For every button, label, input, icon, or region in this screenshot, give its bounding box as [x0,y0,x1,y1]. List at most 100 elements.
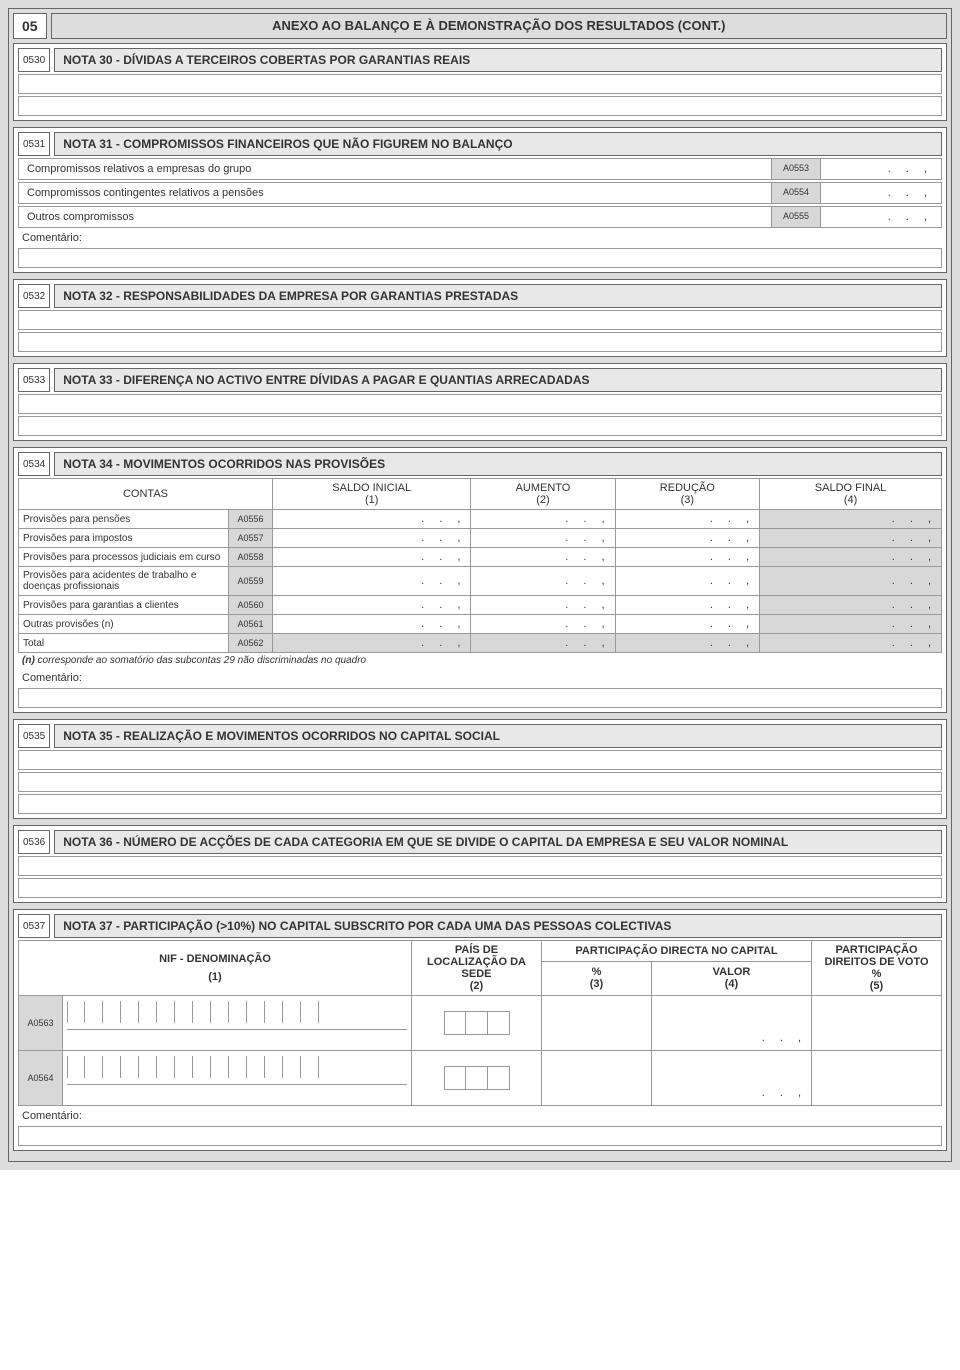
row-label: Provisões para acidentes de trabalho e d… [19,567,229,596]
cell-reducao[interactable]: . . , [615,510,760,529]
blank-row[interactable] [18,856,942,876]
cell-saldo-final[interactable]: . . , [760,615,942,634]
cell-aumento[interactable]: . . , [471,510,615,529]
table-row: Provisões para impostosA0557. . ,. . ,. … [19,529,942,548]
col-nif: NIF - DENOMINAÇÃO (1) [19,941,412,996]
cell-aumento[interactable]: . . , [471,596,615,615]
row-label: Provisões para pensões [19,510,229,529]
cell-saldo-inicial[interactable]: . . , [273,510,471,529]
row-label: Provisões para processos judiciais em cu… [19,548,229,567]
cell-pct[interactable] [542,996,652,1051]
blank-row[interactable] [18,794,942,814]
blank-row[interactable] [18,772,942,792]
footnote: (n) corresponde ao somatório das subcont… [18,653,942,668]
col-num: (1) [277,494,466,506]
row-code: A0556 [229,510,273,529]
country-input[interactable] [416,1005,537,1041]
page-container: 05 ANEXO AO BALANÇO E À DEMONSTRAÇÃO DOS… [0,0,960,1170]
blank-row[interactable] [18,878,942,898]
nif-input[interactable] [67,1054,407,1080]
commitment-label: Compromissos contingentes relativos a pe… [19,183,771,203]
row-code: A0559 [229,567,273,596]
blank-row[interactable] [18,310,942,330]
cell-saldo-inicial[interactable]: . . , [273,567,471,596]
section-0532: 0532 NOTA 32 - RESPONSABILIDADES DA EMPR… [13,279,947,357]
commitment-row: Outros compromissos A0555 . . , [18,206,942,228]
cell-saldo-final[interactable]: . . , [760,596,942,615]
row-code: A0563 [19,996,63,1051]
cell-aumento[interactable]: . . , [471,567,615,596]
blank-row[interactable] [18,688,942,708]
blank-row[interactable] [18,416,942,436]
cell-saldo-final[interactable]: . . , [760,548,942,567]
cell-saldo-final[interactable]: . . , [760,529,942,548]
col-pct: % [816,968,937,980]
blank-row[interactable] [18,96,942,116]
nif-input[interactable] [67,999,407,1025]
col-label: AUMENTO [475,482,610,494]
section-title: NOTA 31 - COMPROMISSOS FINANCEIROS QUE N… [54,132,942,156]
cell-reducao[interactable]: . . , [615,634,760,653]
col-part-directa: PARTICIPAÇÃO DIRECTA NO CAPITAL [542,941,812,962]
page-title: ANEXO AO BALANÇO E À DEMONSTRAÇÃO DOS RE… [51,13,947,39]
cell-voto[interactable] [812,996,942,1051]
cell-reducao[interactable]: . . , [615,615,760,634]
col-voto: PARTICIPAÇÃO DIREITOS DE VOTO % (5) [812,941,942,996]
cell-saldo-final[interactable]: . . , [760,510,942,529]
commitment-value[interactable]: . . , [821,159,941,179]
section-0535: 0535 NOTA 35 - REALIZAÇÃO E MOVIMENTOS O… [13,719,947,819]
cell-valor[interactable]: . . , [652,1051,812,1106]
col-num: (2) [416,980,537,992]
section-title: NOTA 33 - DIFERENÇA NO ACTIVO ENTRE DÍVI… [54,368,942,392]
cell-reducao[interactable]: . . , [615,548,760,567]
cell-aumento[interactable]: . . , [471,634,615,653]
blank-row[interactable] [18,1126,942,1146]
footnote-text: corresponde ao somatório das subcontas 2… [35,655,366,666]
col-label: VALOR [656,966,807,978]
cell-saldo-inicial[interactable]: . . , [273,529,471,548]
section-0537: 0537 NOTA 37 - PARTICIPAÇÃO (>10%) NO CA… [13,909,947,1151]
table-row: Outras provisões (n)A0561. . ,. . ,. . ,… [19,615,942,634]
cell-reducao[interactable]: . . , [615,567,760,596]
denom-input[interactable] [67,1029,407,1047]
cell-saldo-inicial[interactable]: . . , [273,548,471,567]
commitment-value[interactable]: . . , [821,207,941,227]
cell-aumento[interactable]: . . , [471,615,615,634]
commitment-value[interactable]: . . , [821,183,941,203]
blank-row[interactable] [18,394,942,414]
cell-saldo-final[interactable]: . . , [760,567,942,596]
table-row: A0564. . , [19,1051,942,1106]
blank-row[interactable] [18,750,942,770]
cell-saldo-inicial[interactable]: . . , [273,634,471,653]
table-row: TotalA0562. . ,. . ,. . ,. . , [19,634,942,653]
section-code: 0537 [18,914,50,938]
main-header: 05 ANEXO AO BALANÇO E À DEMONSTRAÇÃO DOS… [13,13,947,39]
cell-saldo-final[interactable]: . . , [760,634,942,653]
section-title: NOTA 30 - DÍVIDAS A TERCEIROS COBERTAS P… [54,48,942,72]
blank-row[interactable] [18,332,942,352]
commitment-code: A0554 [771,183,821,203]
col-label: SALDO INICIAL [277,482,466,494]
cell-valor[interactable]: . . , [652,996,812,1051]
cell-reducao[interactable]: . . , [615,596,760,615]
cell-aumento[interactable]: . . , [471,529,615,548]
denom-input[interactable] [67,1084,407,1102]
cell-saldo-inicial[interactable]: . . , [273,596,471,615]
blank-row[interactable] [18,74,942,94]
blank-row[interactable] [18,248,942,268]
cell-reducao[interactable]: . . , [615,529,760,548]
country-input[interactable] [416,1060,537,1096]
table-row: A0563 . . , [19,996,942,1051]
cell-aumento[interactable]: . . , [471,548,615,567]
section-code: 0533 [18,368,50,392]
cell-voto[interactable] [812,1051,942,1106]
col-label: PAÍS DE LOCALIZAÇÃO DA SEDE [416,944,537,980]
table-row: Provisões para garantias a clientesA0560… [19,596,942,615]
section-code: 0531 [18,132,50,156]
col-label: REDUÇÃO [620,482,756,494]
cell-pct[interactable] [542,1051,652,1106]
cell-saldo-inicial[interactable]: . . , [273,615,471,634]
col-num: (3) [546,978,647,990]
table-row: Provisões para processos judiciais em cu… [19,548,942,567]
comentario-label: Comentário: [18,668,942,686]
